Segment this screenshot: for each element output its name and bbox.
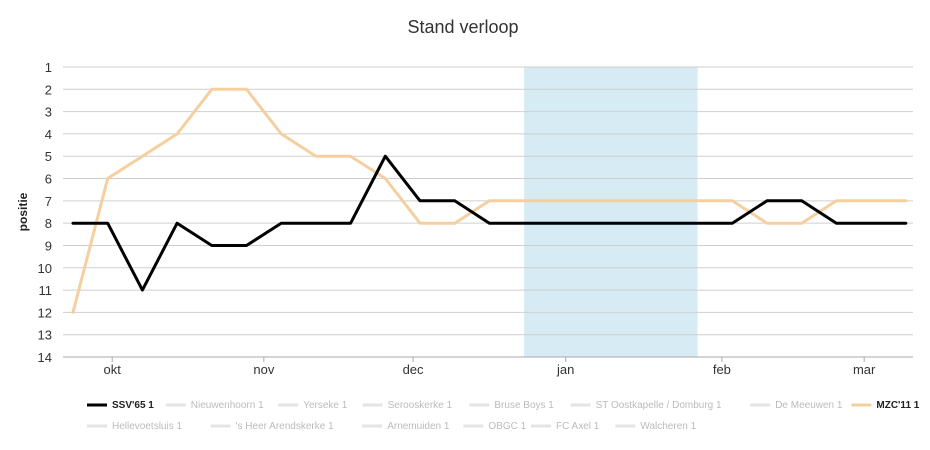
series-line xyxy=(71,87,908,314)
legend-label: MZC'11 1 xyxy=(876,400,919,411)
x-tick-label: dec xyxy=(403,362,424,377)
x-tick-label: mar xyxy=(853,362,876,377)
legend-label: 's Heer Arendskerke 1 xyxy=(236,421,335,432)
y-tick-label: 2 xyxy=(45,82,52,97)
x-tick-label: jan xyxy=(556,362,574,377)
y-tick-label: 3 xyxy=(45,105,52,120)
x-tick-label: feb xyxy=(713,362,731,377)
y-tick-label: 10 xyxy=(38,261,52,276)
chart-title: Stand verloop xyxy=(407,17,518,37)
y-tick-label: 11 xyxy=(39,283,53,298)
legend-label: Hellevoetsluis 1 xyxy=(112,421,182,432)
highlight-band xyxy=(524,67,698,357)
y-tick-label: 4 xyxy=(45,127,52,142)
legend-label: Yerseke 1 xyxy=(303,400,348,411)
y-tick-label: 8 xyxy=(45,216,52,231)
series-line xyxy=(71,154,908,292)
legend-label: FC Axel 1 xyxy=(556,421,600,432)
legend-label: OBGC 1 xyxy=(488,421,526,432)
y-tick-label: 14 xyxy=(38,350,52,365)
x-tick-label: okt xyxy=(104,362,122,377)
y-tick-label: 1 xyxy=(45,60,52,75)
y-tick-label: 13 xyxy=(38,328,52,343)
legend-label: ST Oostkapelle / Domburg 1 xyxy=(596,400,722,411)
legend-label: Bruse Boys 1 xyxy=(494,400,554,411)
legend-label: De Meeuwen 1 xyxy=(775,400,843,411)
legend-label: Nieuwenhoorn 1 xyxy=(191,400,264,411)
legend: SSV'65 1 Nieuwenhoorn 1 Yerseke 1 Seroosker… xyxy=(87,400,920,432)
legend-label: Arnemuiden 1 xyxy=(387,421,450,432)
legend-label: Serooskerke 1 xyxy=(388,400,453,411)
x-tick-label: nov xyxy=(253,362,274,377)
y-axis-label: positie xyxy=(16,192,30,231)
legend-label: SSV'65 1 xyxy=(112,400,154,411)
y-tick-label: 7 xyxy=(45,194,52,209)
y-tick-label: 12 xyxy=(38,305,52,320)
y-tick-label: 5 xyxy=(45,149,52,164)
y-tick-label: 9 xyxy=(45,238,52,253)
legend-label: Walcheren 1 xyxy=(640,421,696,432)
y-tick-label: 6 xyxy=(45,172,52,187)
